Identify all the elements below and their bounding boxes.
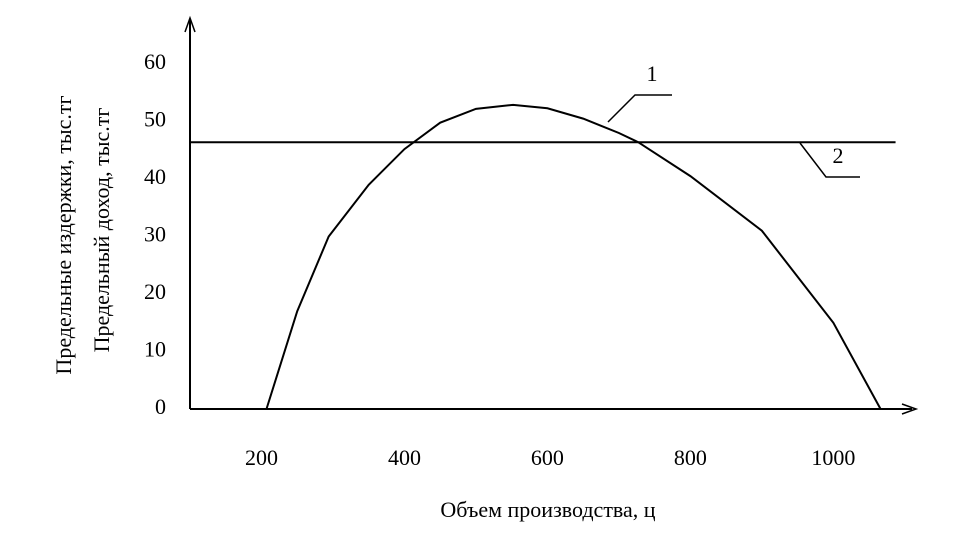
y-tick-label: 10 bbox=[144, 337, 166, 362]
x-tick-label: 800 bbox=[674, 445, 707, 470]
y-tick-label: 30 bbox=[144, 222, 166, 247]
y-tick-label: 50 bbox=[144, 107, 166, 132]
y-tick-label: 40 bbox=[144, 164, 166, 189]
y-tick-label: 0 bbox=[155, 394, 166, 419]
x-axis-label: Объем производства, ц bbox=[440, 497, 655, 522]
y-axis-label: Предельные издержки, тыс.тг bbox=[51, 95, 76, 374]
x-tick-label: 400 bbox=[388, 445, 421, 470]
leader-line bbox=[799, 142, 860, 178]
legend-label: 2 bbox=[833, 143, 844, 168]
y-axis-arrow bbox=[184, 15, 196, 33]
y-axis-label: Предельный доход, тыс.тг bbox=[89, 108, 114, 353]
leader-line bbox=[607, 94, 672, 123]
x-tick-label: 200 bbox=[245, 445, 278, 470]
y-tick-label: 60 bbox=[144, 49, 166, 74]
y-tick-label: 20 bbox=[144, 279, 166, 304]
x-tick-label: 1000 bbox=[811, 445, 855, 470]
x-axis-arrow bbox=[901, 403, 919, 415]
x-tick-label: 600 bbox=[531, 445, 564, 470]
line-series bbox=[265, 103, 882, 410]
legend-label: 1 bbox=[647, 61, 658, 86]
